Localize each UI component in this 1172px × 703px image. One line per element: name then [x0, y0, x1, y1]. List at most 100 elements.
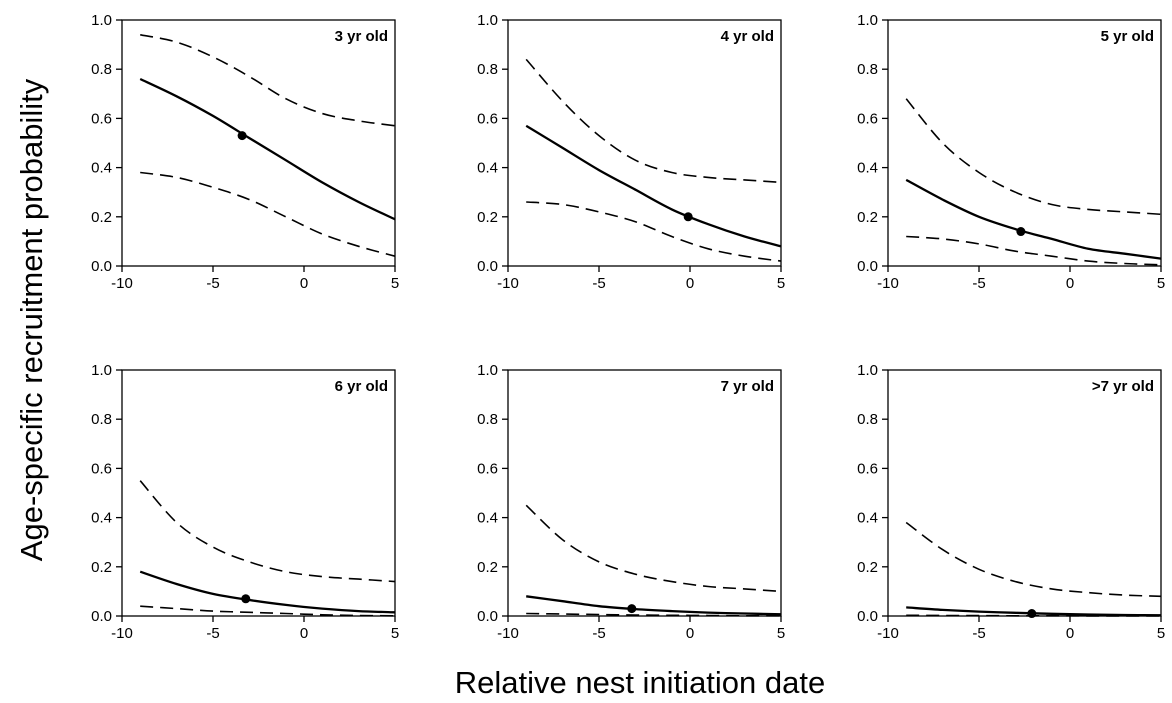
y-tick-label: 0.8 [477, 61, 498, 78]
plot-frame [887, 369, 1162, 617]
panel-title: >7 yr old [1092, 378, 1154, 395]
y-tick-label: 0.0 [477, 608, 498, 625]
confidence-line [525, 504, 782, 593]
y-tick-label: 0.6 [91, 460, 112, 477]
estimate-point [1027, 609, 1037, 619]
x-tick-label: 5 [777, 625, 785, 642]
confidence-line [905, 521, 1162, 598]
x-tick-label: 5 [1157, 625, 1165, 642]
x-tick-label: -5 [592, 625, 605, 642]
estimate-line [526, 595, 782, 616]
x-tick-label: -10 [497, 625, 519, 642]
y-tick-label: 0.8 [857, 61, 878, 78]
x-tick-label: 5 [391, 275, 399, 292]
x-tick-label: -5 [206, 275, 219, 292]
x-tick-label: -5 [972, 275, 985, 292]
y-tick-label: 1.0 [477, 362, 498, 379]
y-tick-label: 0.0 [857, 258, 878, 275]
panel-grid: 0.00.20.40.60.81.0-10 -5 0 53 yr old0.00.20… [91, 12, 1165, 642]
x-tick-label: 0 [1066, 625, 1074, 642]
plot-frame [121, 369, 396, 617]
y-tick-label: 0.2 [91, 209, 112, 226]
panel-title: 6 yr old [335, 378, 388, 395]
panel-5: 0.0 0.2 0.4 0.6 0.8 1.0 -10 -5 0 5 7 yr old [477, 362, 785, 642]
y-tick-label: 0.2 [857, 559, 878, 576]
y-tick-label: 0.2 [857, 209, 878, 226]
y-tick-label: 0.4 [91, 160, 112, 177]
estimate-point [627, 604, 637, 614]
y-tick-label: 0.4 [857, 160, 878, 177]
y-tick-label: 0.4 [477, 510, 498, 527]
y-tick-label: 0.2 [477, 559, 498, 576]
y-tick-label: 0.8 [857, 411, 878, 428]
estimate-line [139, 570, 396, 614]
x-tick-label: 5 [391, 625, 399, 642]
estimate-line [905, 178, 1162, 260]
x-tick-label: 0 [686, 625, 694, 642]
y-tick-label: 1.0 [91, 12, 112, 29]
x-tick-label: -10 [111, 625, 133, 642]
plot-frame [121, 19, 396, 267]
panel-6: 0.0 0.2 0.4 0.6 0.8 1.0 -10 -5 0 5 >7 yr old [857, 362, 1165, 642]
x-tick-label: -10 [111, 275, 133, 292]
y-tick-label: 0.6 [91, 110, 112, 127]
y-tick-label: 0.0 [857, 608, 878, 625]
y-tick-label: 0.6 [477, 110, 498, 127]
x-tick-label: 5 [1157, 275, 1165, 292]
panel-title: 4 yr old [721, 28, 774, 45]
y-tick-label: 0.8 [477, 411, 498, 428]
confidence-line [526, 201, 782, 262]
confidence-line [139, 480, 396, 583]
x-tick-label: -5 [592, 275, 605, 292]
x-tick-label: 5 [777, 275, 785, 292]
y-tick-label: 0.0 [91, 608, 112, 625]
estimate-point [1016, 227, 1026, 237]
confidence-line [140, 605, 396, 617]
x-tick-label: -5 [206, 625, 219, 642]
y-tick-label: 0.8 [91, 411, 112, 428]
y-tick-label: 0.0 [91, 258, 112, 275]
y-tick-label: 0.2 [477, 209, 498, 226]
y-tick-label: 1.0 [857, 362, 878, 379]
y-axis-title: Age-specific recruitment probability [14, 78, 49, 561]
panel-title: 3 yr old [335, 28, 388, 45]
y-tick-label: 1.0 [477, 12, 498, 29]
confidence-line [906, 235, 1162, 266]
panel-title: 7 yr old [721, 378, 774, 395]
y-tick-label: 0.0 [477, 258, 498, 275]
y-tick-label: 0.2 [91, 559, 112, 576]
x-tick-label: -5 [972, 625, 985, 642]
plot-frame [887, 19, 1162, 267]
y-tick-label: 1.0 [857, 12, 878, 29]
y-tick-label: 0.8 [91, 61, 112, 78]
estimate-line [525, 124, 782, 248]
estimate-point [237, 131, 247, 141]
estimate-point [683, 212, 693, 222]
x-tick-label: 0 [1066, 275, 1074, 292]
y-tick-label: 0.4 [857, 510, 878, 527]
panel-3: 0.0 0.2 0.4 0.6 0.8 1.0 -10 -5 0 5 5 yr old [857, 12, 1165, 292]
panel-4: 0.0 0.2 0.4 0.6 0.8 1.0 -10 -5 0 5 6 yr old [91, 362, 399, 642]
confidence-line [525, 58, 782, 184]
confidence-line [905, 98, 1162, 216]
panel-title: 5 yr old [1101, 28, 1154, 45]
confidence-line [526, 612, 781, 617]
x-tick-label: -10 [877, 275, 899, 292]
y-tick-label: 0.6 [857, 460, 878, 477]
x-tick-label: -10 [877, 625, 899, 642]
y-tick-label: 1.0 [91, 362, 112, 379]
panel-2: 0.0 0.2 0.4 0.6 0.8 1.0 -10 -5 0 5 4 yr old [477, 12, 785, 292]
x-tick-label: -10 [497, 275, 519, 292]
estimate-point [241, 594, 251, 604]
x-tick-label: 0 [686, 275, 694, 292]
y-tick-label: 0.6 [857, 110, 878, 127]
y-tick-label: 0.6 [477, 460, 498, 477]
y-tick-label: 0.4 [91, 510, 112, 527]
plot-frame [507, 369, 782, 617]
x-axis-title: Relative nest initiation date [455, 665, 826, 700]
x-tick-label: 0 [300, 275, 308, 292]
confidence-line [140, 171, 396, 257]
panel-1: 0.0 0.2 0.4 0.6 0.8 1.0 -10 -5 0 5 3 yr old [91, 12, 399, 292]
confidence-line [140, 34, 396, 127]
